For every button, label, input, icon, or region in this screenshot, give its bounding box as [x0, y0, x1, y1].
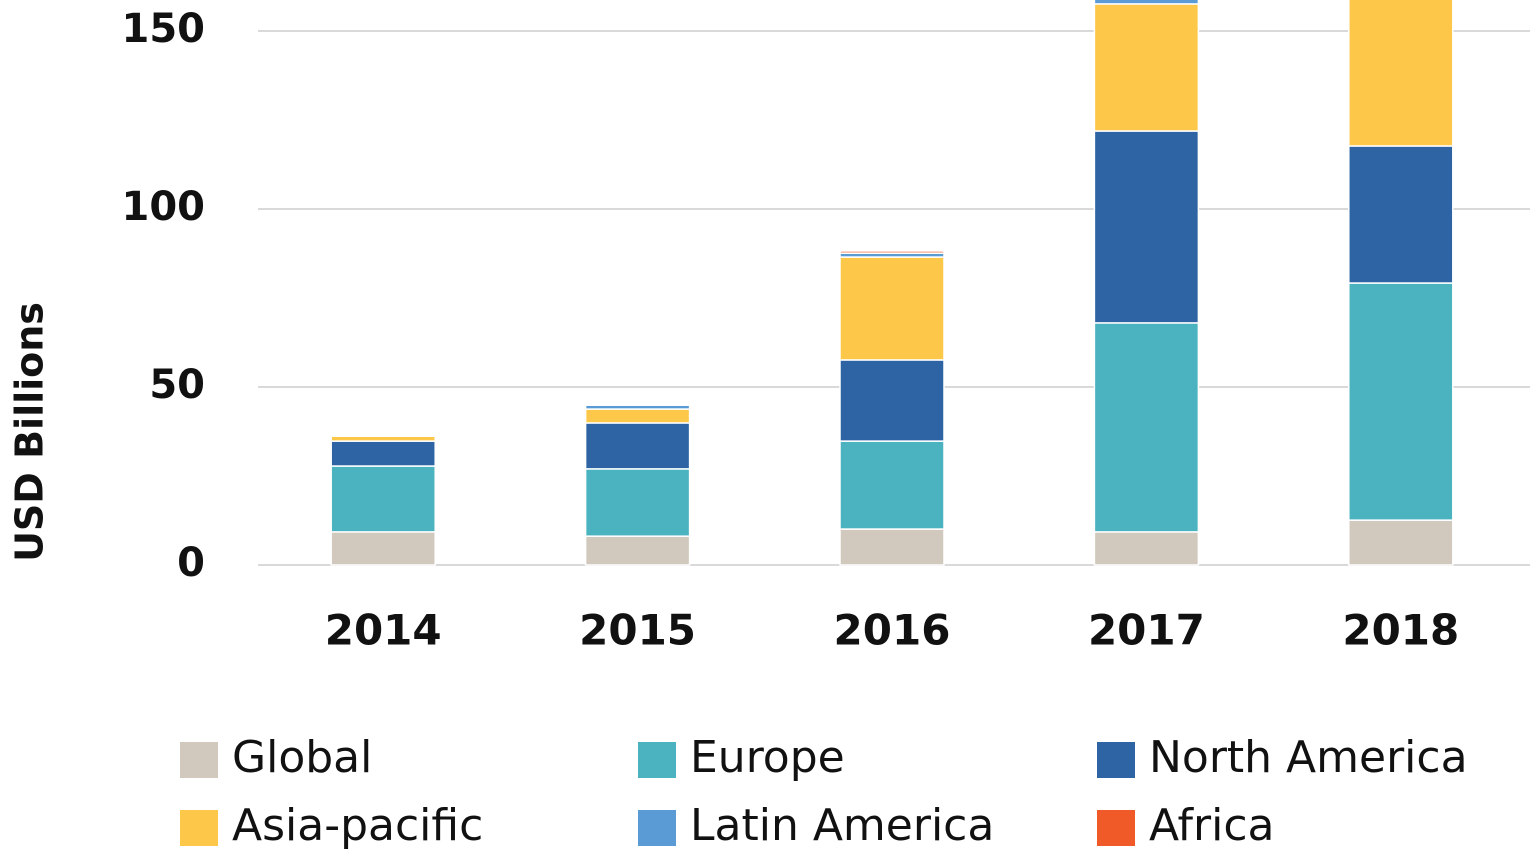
bar-segment [1348, 282, 1454, 521]
bar-segment [1093, 322, 1200, 533]
legend-label: Asia-pacific [232, 800, 483, 851]
legend-label: Global [232, 732, 372, 783]
legend-label: Latin America [690, 800, 994, 851]
legend-swatch [638, 810, 676, 846]
bar-segment [330, 465, 436, 533]
y-tick-label: 100 [122, 184, 206, 230]
legend-swatch [638, 742, 676, 778]
bar-segment [839, 440, 945, 530]
bar-segment [1348, 0, 1454, 147]
bar-segment [839, 256, 945, 361]
bar-segment [584, 422, 691, 470]
bar-segment [839, 359, 945, 442]
x-tick-label: 2016 [834, 606, 951, 655]
y-tick-label: 50 [149, 362, 205, 408]
legend-swatch [180, 810, 218, 846]
bar-segment [1093, 130, 1200, 324]
bar-segment [584, 408, 691, 424]
legend-label: North America [1149, 732, 1468, 783]
bar-segment [1093, 3, 1200, 132]
bar-segment [1093, 531, 1200, 566]
x-tick-label: 2014 [325, 606, 442, 655]
bar-segment [330, 432, 436, 436]
bar-segment [330, 440, 436, 467]
legend-swatch [1097, 742, 1135, 778]
bar-segment [584, 403, 691, 406]
bar-segment [839, 528, 945, 566]
bar-segment [584, 535, 691, 566]
legend-swatch [180, 742, 218, 778]
y-axis-label: USD Billions [8, 302, 52, 562]
y-tick-label: 150 [122, 6, 206, 52]
bar-segment [330, 531, 436, 566]
bar-segment [1348, 145, 1454, 284]
bar-segment [1093, 0, 1200, 5]
legend-swatch [1097, 810, 1135, 846]
y-tick-label: 0 [177, 540, 205, 586]
legend-label: Europe [690, 732, 845, 783]
bar-segment [1348, 519, 1454, 566]
x-tick-label: 2015 [579, 606, 696, 655]
x-tick-label: 2018 [1342, 606, 1459, 655]
bar-segment [584, 468, 691, 537]
legend-label: Africa [1149, 800, 1275, 851]
bar-segment [839, 250, 945, 254]
x-tick-label: 2017 [1088, 606, 1205, 655]
